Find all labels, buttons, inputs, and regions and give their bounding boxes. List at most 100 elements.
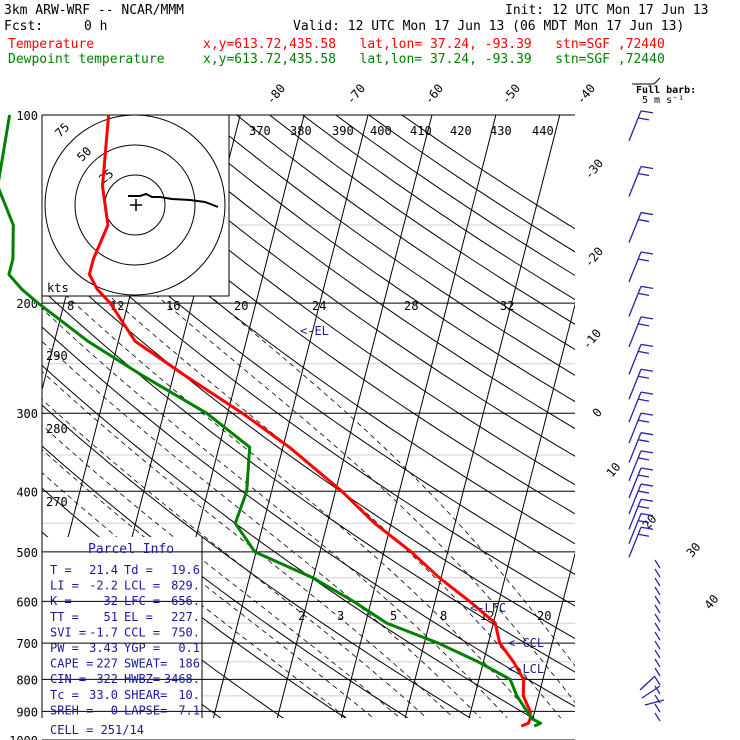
parcel-stat-value: 0	[111, 703, 118, 717]
isotherm-label: 30	[684, 540, 704, 560]
wind-barb-flag	[640, 165, 654, 170]
wind-barb-flag	[637, 457, 650, 461]
parcel-stat-label: CCL =	[124, 625, 160, 639]
wind-barb	[628, 391, 642, 423]
wind-barb	[628, 450, 642, 482]
wind-barb	[654, 658, 661, 668]
mixing-ratio-label: 16	[166, 299, 180, 313]
pressure-tick-label: 1000	[9, 734, 38, 740]
parcel-stat-value: 0.1	[178, 641, 200, 655]
mixing-ratio-label: 3	[337, 609, 344, 623]
isotherm-label: -30	[582, 156, 607, 182]
potential-temperature-label: 280	[46, 422, 68, 436]
isotherm-label: -70	[344, 81, 369, 107]
parcel-stat-label: SVI =	[50, 625, 86, 639]
wind-barb-flag	[640, 498, 654, 502]
wind-barb	[628, 344, 642, 375]
hodograph-ring	[44, 114, 226, 296]
parcel-stat-label: LFC =	[124, 594, 160, 608]
parcel-stat-value: 21.4	[89, 563, 118, 577]
wind-barb-flag	[637, 490, 650, 494]
dry-adiabat	[42, 404, 472, 718]
wind-barb	[628, 110, 642, 142]
dewpoint-legend-label: Dewpoint temperature	[8, 52, 165, 67]
parcel-stat-value: 186	[178, 657, 200, 671]
isotherm-line	[716, 86, 740, 740]
init-time: Init: 12 UTC Mon 17 Jun 13	[505, 3, 709, 18]
wind-barb-flag	[637, 117, 650, 121]
valid-time: Valid: 12 UTC Mon 17 Jun 13 (06 MDT Mon …	[293, 19, 685, 34]
wind-barb	[628, 513, 642, 544]
parcel-stat-label: LI =	[50, 579, 79, 593]
pressure-tick-label: 600	[16, 595, 38, 609]
wind-barb-flag	[640, 432, 654, 436]
parcel-stat-label: Tc =	[50, 688, 79, 702]
parcel-stat-label: Td =	[124, 563, 153, 577]
dewpoint-location-info: x,y=613.72,435.58 lat,lon= 37.24, -93.39…	[203, 52, 665, 67]
wind-barb-flag	[640, 450, 654, 454]
wind-barb	[654, 703, 661, 713]
pressure-tick-label: 900	[16, 705, 38, 719]
parcel-stat-value: 7.1	[178, 703, 200, 717]
wind-barb-flag	[637, 258, 650, 262]
wind-barb	[654, 559, 661, 569]
moist-adiabat	[42, 424, 401, 718]
dry-adiabat	[42, 183, 575, 575]
wind-barb-flag	[637, 292, 650, 297]
dry-adiabat	[42, 364, 534, 718]
moist-adiabat	[42, 340, 481, 718]
moist-adiabat	[42, 233, 562, 718]
isotherm-label: -80	[264, 81, 289, 107]
moist-adiabat	[42, 449, 374, 718]
parcel-stat-label: YGP =	[124, 641, 160, 655]
dry-adiabat	[136, 115, 575, 430]
wind-barb-flag	[637, 172, 650, 177]
mixing-ratio-label: 28	[404, 299, 418, 313]
wind-barb	[654, 568, 661, 578]
pressure-tick-label: 500	[16, 546, 38, 560]
temperature-location-info: x,y=613.72,435.58 lat,lon= 37.24, -93.39…	[203, 37, 665, 52]
parcel-stat-value: 656.	[171, 594, 200, 608]
parcel-stat-label: SREH =	[50, 703, 93, 717]
el-level-label: <-EL	[300, 324, 329, 338]
dry-adiabat	[202, 115, 575, 376]
wind-barb	[628, 251, 642, 283]
parcel-stat-label: K =	[50, 594, 72, 608]
potential-temperature-label: 440	[532, 124, 554, 138]
dry-adiabat	[42, 118, 575, 515]
parcel-stat-value: 32	[104, 594, 118, 608]
pressure-tick-label: 200	[16, 297, 38, 311]
parcel-stat-label: LCL =	[124, 579, 160, 593]
parcel-stat-value: 3468.	[164, 672, 200, 686]
mixing-ratio-label: 20	[537, 609, 551, 623]
wind-barb-flag	[640, 251, 654, 255]
wind-barb-legend-icon	[653, 77, 661, 85]
moist-adiabat	[77, 224, 575, 703]
wind-barb	[654, 631, 661, 641]
moist-adiabat	[128, 224, 575, 667]
dry-adiabat	[169, 115, 575, 403]
wind-barb	[654, 667, 661, 677]
hodograph-ring	[74, 144, 196, 266]
wind-barb-flag	[637, 505, 650, 509]
lcl-level-label: <-LCL	[508, 662, 544, 676]
pressure-tick-label: 300	[16, 407, 38, 421]
wind-barb	[654, 649, 661, 659]
isotherm-label: 0	[590, 405, 605, 420]
wind-barb-flag	[637, 419, 650, 423]
isotherm-label: -60	[422, 81, 447, 107]
dry-adiabat	[103, 115, 575, 457]
wind-barb	[628, 412, 642, 444]
wind-barb	[654, 586, 661, 596]
parcel-stat-label: HWBZ=	[124, 672, 160, 686]
mixing-ratio-label: 8	[67, 299, 74, 313]
wind-barb-flag	[637, 323, 650, 327]
pressure-tick-label: 800	[16, 673, 38, 687]
isotherm-label: -50	[499, 81, 524, 107]
wind-barb-legend-units: 5 m s⁻¹	[642, 95, 684, 106]
forecast-label: Fcst:	[4, 19, 44, 34]
wind-barb-legend-title: Full barb:	[636, 85, 696, 96]
potential-temperature-label: 430	[490, 124, 512, 138]
parcel-stat-value: 10.	[178, 688, 200, 702]
wind-barb	[654, 685, 661, 695]
